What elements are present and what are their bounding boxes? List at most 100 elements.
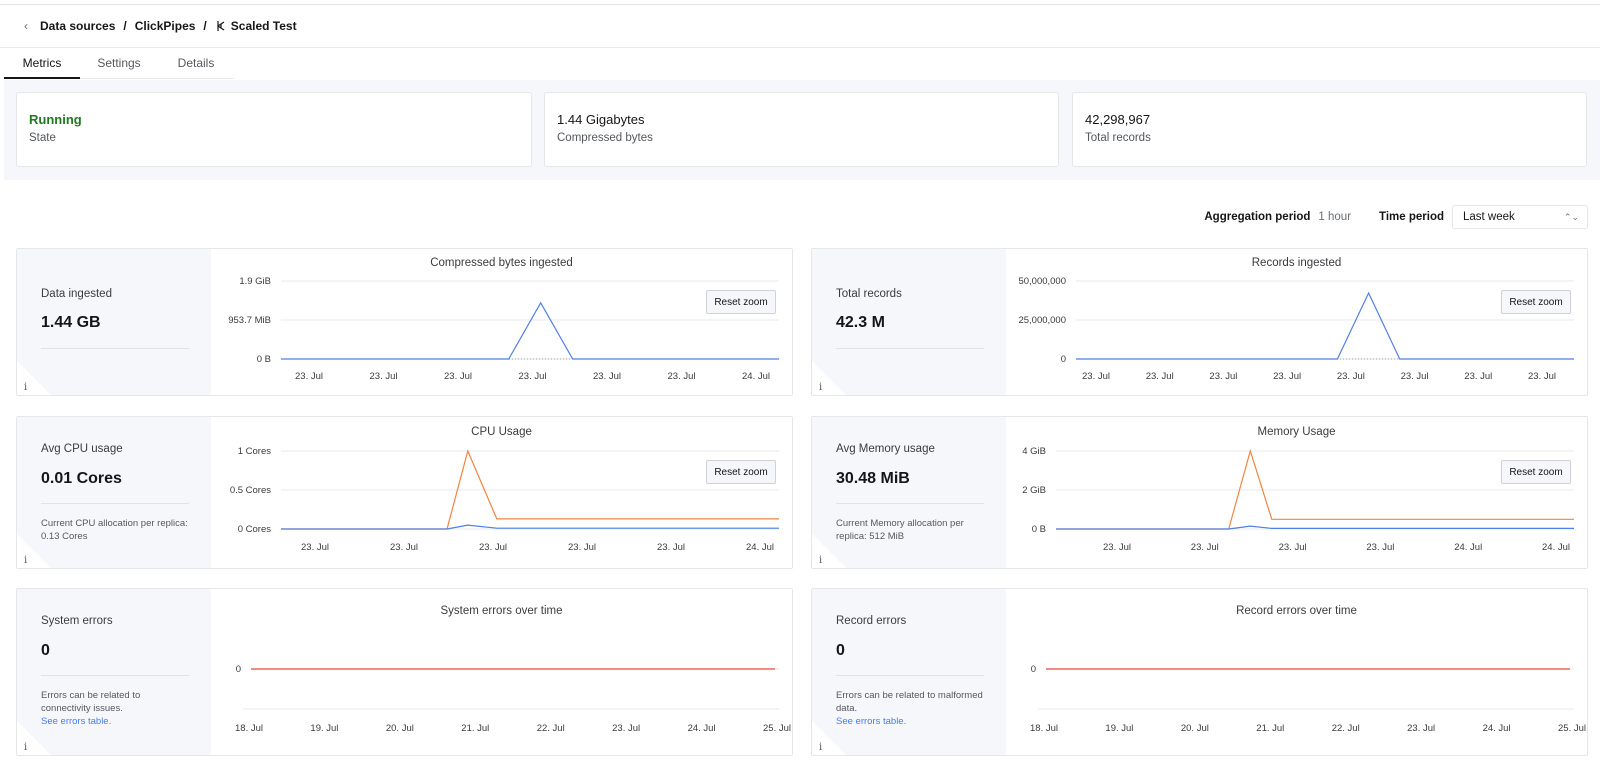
series-line	[1076, 291, 1574, 360]
info-icon[interactable]: i	[24, 382, 28, 393]
x-tick-label: 21. Jul	[1256, 723, 1284, 734]
tab-bar: Metrics Settings Details	[4, 48, 234, 79]
card-divider	[41, 348, 189, 349]
x-tick-label: 23. Jul	[1209, 371, 1237, 382]
x-tick-label: 23. Jul	[1407, 723, 1435, 734]
card-corner	[812, 534, 846, 568]
reset-zoom-button[interactable]: Reset zoom	[706, 290, 776, 314]
y-tick-label: 2 GiB	[1022, 485, 1046, 496]
x-tick-label: 20. Jul	[1181, 723, 1209, 734]
tab-metrics[interactable]: Metrics	[4, 48, 80, 79]
card-note: Current CPU allocation per replica: 0.13…	[41, 518, 188, 542]
card-title: Avg CPU usage	[41, 443, 123, 455]
x-tick-label: 19. Jul	[1105, 723, 1133, 734]
card-note-text: Errors can be related to malformed data.	[836, 690, 983, 714]
chart-cpu-usage-svg: 0 Cores 0.5 Cores 1 Cores 23. Jul 23. Jul 23.…	[230, 446, 779, 553]
time-period-label: Time period	[1379, 211, 1444, 223]
compressed-bytes-label: Compressed bytes	[557, 132, 653, 144]
card-note: Errors can be related to malformed data.…	[836, 689, 986, 728]
x-tick-label: 23. Jul	[568, 542, 596, 553]
card-side: Record errors 0 Errors can be related to…	[812, 589, 1006, 755]
top-border	[0, 4, 1600, 5]
x-tick-label: 23. Jul	[1103, 542, 1131, 553]
x-tick-label: 23. Jul	[657, 542, 685, 553]
clickpipe-icon	[217, 21, 225, 31]
card-corner	[17, 361, 51, 395]
card-memory-usage: Avg Memory usage 30.48 MiB Current Memor…	[811, 416, 1588, 569]
card-title: Total records	[836, 288, 902, 300]
chart-title: Record errors over time	[1236, 605, 1357, 617]
time-period-select[interactable]: Last week ⌃⌄	[1452, 205, 1588, 229]
chart-title: Memory Usage	[1257, 426, 1336, 438]
reset-zoom-button[interactable]: Reset zoom	[706, 460, 776, 484]
x-tick-label: 24. Jul	[688, 723, 716, 734]
breadcrumb-separator: /	[203, 19, 207, 33]
card-value: 0.01 Cores	[41, 470, 122, 487]
state-value: Running	[29, 112, 82, 127]
card-note: Errors can be related to connectivity is…	[41, 689, 191, 728]
card-title: Data ingested	[41, 288, 112, 300]
card-value: 0	[41, 642, 50, 659]
breadcrumb-data-sources[interactable]: Data sources	[40, 19, 116, 33]
time-period-value: Last week	[1463, 211, 1515, 223]
card-cpu-usage: Avg CPU usage 0.01 Cores Current CPU all…	[16, 416, 793, 569]
card-data-ingested: Data ingested 1.44 GB i Compressed bytes…	[16, 248, 793, 396]
breadcrumb: ‹ Data sources / ClickPipes / Scaled Tes…	[0, 5, 1600, 48]
breadcrumb-separator: /	[123, 19, 127, 33]
card-corner	[17, 721, 51, 755]
info-icon[interactable]: i	[24, 742, 28, 753]
x-tick-label: 23. Jul	[444, 371, 472, 382]
x-tick-label: 24. Jul	[742, 371, 770, 382]
card-value: 30.48 MiB	[836, 470, 910, 487]
chart-title: CPU Usage	[471, 426, 532, 438]
x-tick-label: 23. Jul	[390, 542, 418, 553]
x-tick-label: 23. Jul	[668, 371, 696, 382]
series-line	[281, 301, 779, 360]
y-tick-label: 0 B	[257, 354, 271, 365]
info-icon[interactable]: i	[819, 382, 823, 393]
aggregation-period-value: 1 hour	[1318, 211, 1352, 223]
reset-zoom-button[interactable]: Reset zoom	[1501, 460, 1571, 484]
stat-card-total-records: 42,298,967 Total records	[1072, 92, 1587, 167]
card-title: Record errors	[836, 615, 907, 627]
x-tick-label: 23. Jul	[612, 723, 640, 734]
stat-card-state: Running State	[16, 92, 532, 167]
chevron-left-icon[interactable]: ‹	[24, 19, 28, 33]
y-tick-label: 50,000,000	[1018, 276, 1066, 287]
tab-settings[interactable]: Settings	[80, 48, 158, 79]
card-side: System errors 0 Errors can be related to…	[17, 589, 211, 755]
x-tick-label: 24. Jul	[1454, 542, 1482, 553]
chart-title: Records ingested	[1251, 257, 1342, 269]
see-errors-table-link[interactable]: See errors table.	[836, 716, 907, 727]
info-icon[interactable]: i	[819, 742, 823, 753]
chart-record-errors-svg: 0 18. Jul 19. Jul 20. Jul 21. Jul 22. Jul 23. …	[1030, 664, 1586, 734]
tab-details[interactable]: Details	[158, 48, 234, 79]
card-side: Total records 42.3 M i	[812, 249, 1006, 395]
info-icon[interactable]: i	[24, 555, 28, 566]
x-tick-label: 25. Jul	[1558, 723, 1586, 734]
chevron-updown-icon: ⌃⌄	[1563, 211, 1579, 222]
y-tick-label: 0	[236, 664, 241, 675]
chart-system-errors: System errors over time 0 18. Jul 19. Jul 2…	[211, 589, 792, 755]
chart-system-errors-svg: 0 18. Jul 19. Jul 20. Jul 21. Jul 22. Jul 23. …	[235, 664, 791, 734]
breadcrumb-clickpipes[interactable]: ClickPipes	[134, 19, 196, 33]
y-tick-label: 1.9 GiB	[239, 276, 271, 287]
chart-memory-usage: Memory Usage 0 B 2 GiB 4 GiB 23. Jul 23. Jul…	[1006, 417, 1587, 568]
info-icon[interactable]: i	[819, 555, 823, 566]
card-corner	[812, 721, 846, 755]
compressed-bytes-value: 1.44 Gigabytes	[557, 112, 645, 127]
card-corner	[17, 534, 51, 568]
see-errors-table-link[interactable]: See errors table.	[41, 716, 112, 727]
y-tick-label: 4 GiB	[1022, 446, 1046, 457]
y-tick-label: 953.7 MiB	[228, 315, 271, 326]
y-tick-label: 0 Cores	[238, 524, 272, 535]
reset-zoom-button[interactable]: Reset zoom	[1501, 290, 1571, 314]
card-divider	[836, 503, 984, 504]
card-side: Avg CPU usage 0.01 Cores Current CPU all…	[17, 417, 211, 568]
x-tick-label: 23. Jul	[1191, 542, 1219, 553]
y-tick-label: 0.5 Cores	[230, 485, 271, 496]
card-value: 1.44 GB	[41, 314, 101, 331]
x-tick-label: 23. Jul	[1082, 371, 1110, 382]
y-tick-label: 0	[1061, 354, 1066, 365]
x-tick-label: 19. Jul	[310, 723, 338, 734]
